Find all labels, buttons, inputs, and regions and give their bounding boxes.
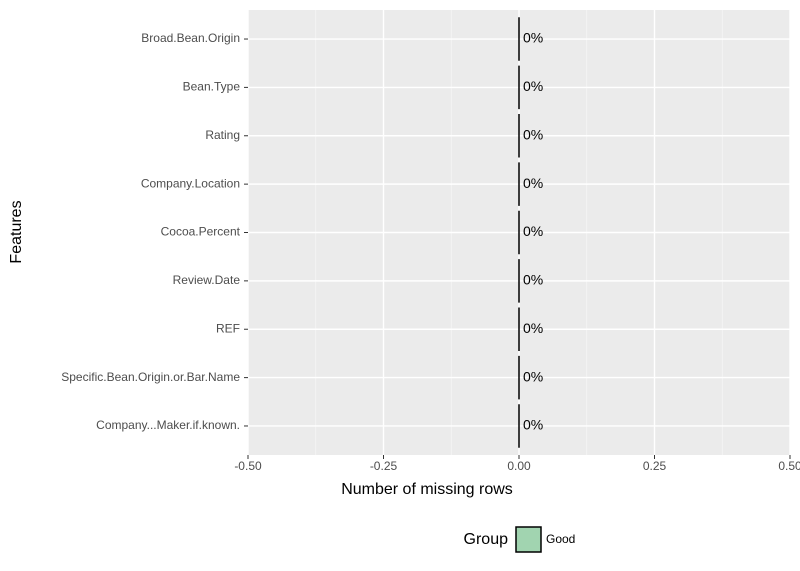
y-tick-label: Bean.Type xyxy=(183,80,241,94)
y-tick-label: Company.Location xyxy=(141,176,240,190)
legend-key xyxy=(515,526,542,553)
x-tick-label: -0.25 xyxy=(370,459,398,473)
value-label: 0% xyxy=(523,78,543,94)
y-tick-label: Rating xyxy=(205,128,240,142)
x-tick-label: 0.25 xyxy=(643,459,667,473)
value-label: 0% xyxy=(523,175,543,191)
value-label: 0% xyxy=(523,223,543,239)
x-tick-label: 0.50 xyxy=(778,459,800,473)
y-tick-label: Company...Maker.if.known. xyxy=(96,418,240,432)
value-label: 0% xyxy=(523,368,543,384)
value-label: 0% xyxy=(523,320,543,336)
legend-label: Good xyxy=(546,532,575,546)
y-tick-label: Review.Date xyxy=(173,273,241,287)
x-axis-label: Number of missing rows xyxy=(341,481,513,498)
y-tick-label: REF xyxy=(216,321,240,335)
value-label: 0% xyxy=(523,126,543,142)
value-label: 0% xyxy=(523,30,543,46)
y-tick-label: Specific.Bean.Origin.or.Bar.Name xyxy=(61,370,240,384)
value-label: 0% xyxy=(523,417,543,433)
y-axis-label: Features xyxy=(8,200,25,263)
legend-title: Group xyxy=(464,531,509,548)
y-tick-label: Cocoa.Percent xyxy=(161,225,241,239)
value-label: 0% xyxy=(523,272,543,288)
y-tick-label: Broad.Bean.Origin xyxy=(141,31,240,45)
x-tick-label: 0.00 xyxy=(507,459,531,473)
x-tick-label: -0.50 xyxy=(234,459,262,473)
